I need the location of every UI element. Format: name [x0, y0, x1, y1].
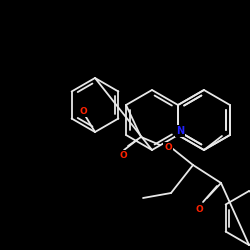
Text: O: O [195, 204, 203, 214]
Text: O: O [119, 150, 127, 160]
Text: N: N [176, 126, 184, 136]
Text: O: O [164, 142, 172, 152]
Text: O: O [79, 108, 87, 116]
